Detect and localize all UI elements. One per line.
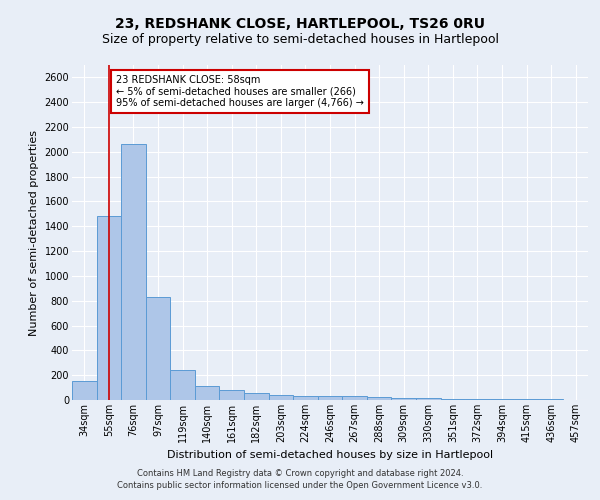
Text: 23 REDSHANK CLOSE: 58sqm
← 5% of semi-detached houses are smaller (266)
95% of s: 23 REDSHANK CLOSE: 58sqm ← 5% of semi-de…: [116, 75, 364, 108]
Bar: [367, 397, 391, 400]
Bar: [293, 396, 318, 400]
Bar: [244, 393, 269, 400]
Bar: [342, 396, 367, 400]
Bar: [416, 398, 440, 400]
Text: Contains HM Land Registry data © Crown copyright and database right 2024.
Contai: Contains HM Land Registry data © Crown c…: [118, 468, 482, 490]
Bar: [195, 386, 220, 400]
Bar: [440, 398, 465, 400]
Bar: [121, 144, 146, 400]
Bar: [318, 396, 342, 400]
Text: 23, REDSHANK CLOSE, HARTLEPOOL, TS26 0RU: 23, REDSHANK CLOSE, HARTLEPOOL, TS26 0RU: [115, 18, 485, 32]
Bar: [220, 390, 244, 400]
Bar: [97, 216, 121, 400]
Text: Size of property relative to semi-detached houses in Hartlepool: Size of property relative to semi-detach…: [101, 32, 499, 46]
Bar: [72, 382, 97, 400]
Bar: [170, 370, 195, 400]
Y-axis label: Number of semi-detached properties: Number of semi-detached properties: [29, 130, 39, 336]
Bar: [146, 297, 170, 400]
Bar: [490, 399, 514, 400]
X-axis label: Distribution of semi-detached houses by size in Hartlepool: Distribution of semi-detached houses by …: [167, 450, 493, 460]
Bar: [465, 399, 490, 400]
Bar: [391, 398, 416, 400]
Bar: [269, 395, 293, 400]
